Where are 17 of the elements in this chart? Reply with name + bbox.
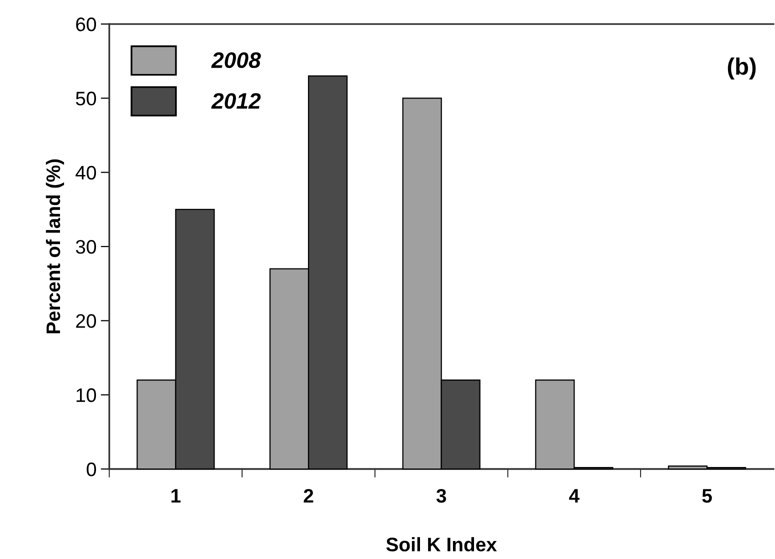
y-tick-label: 0 — [86, 462, 96, 476]
annotation: (b) — [728, 58, 756, 80]
legend-label: 2012 — [211, 93, 261, 109]
y-tick-label: 10 — [76, 388, 96, 402]
y-tick-label: 20 — [76, 314, 96, 328]
x-tick-label: 5 — [702, 489, 712, 503]
y-tick-label: 50 — [76, 92, 96, 106]
x-tick-label: 3 — [436, 488, 446, 503]
x-tick-label: 4 — [569, 489, 580, 503]
y-tick-label: 30 — [76, 240, 96, 254]
legend-label: 2008 — [211, 52, 261, 68]
y-axis-title: Percent of land (%) — [46, 159, 64, 334]
y-tick-label: 60 — [76, 18, 96, 32]
x-tick-label: 1 — [172, 489, 181, 503]
y-tick-label: 40 — [76, 166, 96, 180]
x-axis-title: Soil K Index — [386, 537, 497, 552]
x-tick-label: 2 — [304, 488, 314, 503]
